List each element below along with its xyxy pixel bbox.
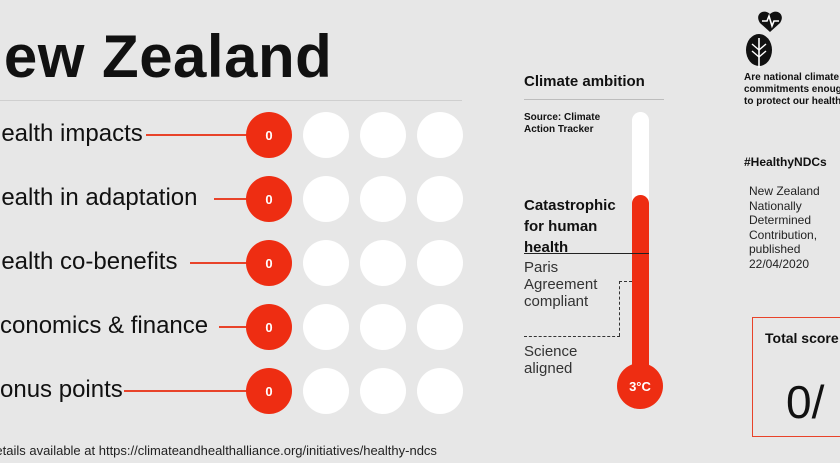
connector-line [219,326,248,328]
score-dot-empty [360,368,406,414]
science-label: Science aligned [524,343,578,377]
score-dot-empty [360,112,406,158]
score-dot-filled: 0 [246,240,292,286]
total-score-box [752,317,840,437]
score-row-health-in-adaptation: Health in adaptation 0 [0,174,470,224]
page-title: New Zealand [0,23,333,90]
score-dot-empty [303,176,349,222]
source-note: Source: Climate Action Tracker [524,112,601,135]
score-row-bonus-points: Bonus points 0 [0,366,470,416]
score-dot-empty [303,304,349,350]
paris-label: Paris Agreement compliant [524,259,598,310]
title-divider [0,100,462,101]
score-row-health-co-benefits: Health co-benefits 0 [0,238,470,288]
score-dot-empty [360,240,406,286]
score-dot-empty [303,112,349,158]
connector-line [124,390,248,392]
row-label: Health impacts [0,120,143,147]
score-dot-empty [417,112,463,158]
score-dot-filled: 0 [246,176,292,222]
thermometer-bulb: 3°C [617,363,663,409]
connector-line [214,198,248,200]
climate-ambition-divider [524,99,664,100]
score-dot-empty [417,176,463,222]
score-dot-empty [417,304,463,350]
heart-leaf-logo-icon [746,11,782,68]
score-dot-filled: 0 [246,112,292,158]
score-row-health-impacts: Health impacts 0 [0,110,470,160]
total-score-value: 0/ [786,376,825,428]
climate-ambition-title: Climate ambition [524,73,645,90]
paris-threshold-dash [619,281,632,282]
score-dot-empty [303,368,349,414]
details-footer: Details available at https://climateandh… [0,443,437,458]
catastrophic-threshold-line [524,253,649,254]
score-dot-empty [417,368,463,414]
score-dot-filled: 0 [246,368,292,414]
score-dot-empty [303,240,349,286]
row-label: Health in adaptation [0,184,198,211]
paris-threshold-dash [619,281,620,336]
paris-threshold-dash [524,336,620,337]
total-score-label: Total score [765,330,839,346]
hashtag: #HealthyNDCs [744,155,827,169]
ndc-info: New Zealand Nationally Determined Contri… [749,184,820,271]
row-label: Health co-benefits [0,248,178,275]
catastrophic-label: Catastrophic for human health [524,197,616,256]
score-dot-empty [417,240,463,286]
connector-line [146,134,248,136]
score-dot-empty [360,304,406,350]
row-label: Economics & finance [0,312,209,339]
question-text: Are national climate commitments enough … [744,72,840,107]
score-row-economics-finance: Economics & finance 0 [0,302,470,352]
connector-line [190,262,248,264]
row-label: Bonus points [0,376,123,403]
thermometer-fill [632,195,649,390]
score-dot-empty [360,176,406,222]
score-dot-filled: 0 [246,304,292,350]
